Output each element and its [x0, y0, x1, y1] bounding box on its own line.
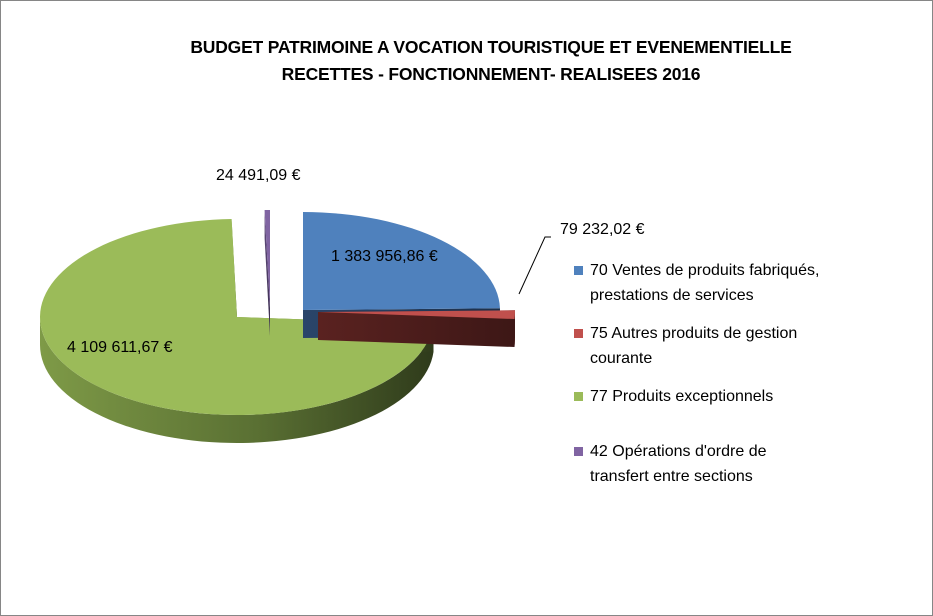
legend-label-42-line-2: transfert entre sections	[590, 468, 753, 485]
legend-label-42-line-1: 42 Opérations d'ordre de	[590, 443, 767, 460]
data-labels: 1 383 956,86 € 79 232,02 € 4 109 611,67 € 2…	[67, 167, 645, 356]
pie-slice-top-77	[39, 219, 434, 415]
legend-label-75-line-2: courante	[590, 350, 653, 367]
pie-slice-wall-42-0	[264, 210, 270, 336]
legend-item-42: 42 Opérations d'ordre de transfert entre…	[572, 439, 872, 489]
legend-label-75-line-1: 75 Autres produits de gestion	[590, 325, 798, 342]
legend-label-77-line-1: 77 Produits exceptionnels	[590, 388, 774, 405]
legend-swatch-75	[574, 329, 583, 338]
pie-slice-top-42	[264, 210, 270, 308]
pie-slice-wall-75-1	[318, 312, 515, 348]
pie-slice-top-75	[318, 310, 515, 320]
data-label-70: 1 383 956,86 €	[331, 248, 438, 265]
data-label-77: 4 109 611,67 €	[67, 339, 173, 356]
legend: 70 Ventes de produits fabriqués, prestat…	[572, 258, 872, 489]
pie-slice-75	[318, 310, 515, 348]
data-label-42: 24 491,09 €	[216, 167, 301, 184]
legend-swatch-70	[574, 266, 583, 275]
legend-item-75: 75 Autres produits de gestion courante	[572, 321, 872, 371]
pie-slice-top-70	[303, 211, 500, 310]
chart-title: BUDGET PATRIMOINE A VOCATION TOURISTIQUE…	[111, 34, 871, 88]
data-label-75: 79 232,02 €	[560, 221, 645, 238]
legend-label-70-line-1: 70 Ventes de produits fabriqués,	[590, 262, 820, 279]
legend-item-70: 70 Ventes de produits fabriqués, prestat…	[572, 258, 872, 308]
chart-title-line-1: BUDGET PATRIMOINE A VOCATION TOURISTIQUE…	[190, 37, 792, 57]
legend-swatch-77	[574, 392, 583, 401]
pie-slices	[39, 210, 515, 443]
pie-slice-42	[264, 210, 270, 336]
pie-slice-side-77	[40, 317, 434, 443]
legend-item-77: 77 Produits exceptionnels	[572, 384, 872, 409]
legend-label-70-line-2: prestations de services	[590, 287, 754, 304]
chart-title-line-2: RECETTES - FONCTIONNEMENT- REALISEES 201…	[281, 64, 701, 84]
legend-swatch-42	[574, 447, 583, 456]
leader-line-75	[518, 236, 551, 295]
